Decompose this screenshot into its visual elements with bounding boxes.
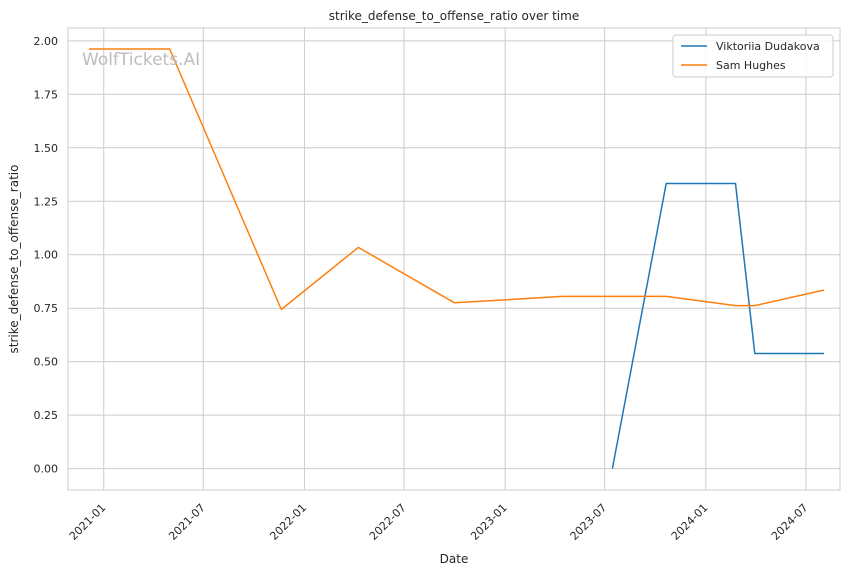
legend-label: Viktoriia Dudakova xyxy=(716,40,820,53)
chart-title: strike_defense_to_offense_ratio over tim… xyxy=(329,9,579,23)
y-axis-ticks: 0.00 0.25 0.50 0.75 1.00 1.25 1.50 1.75 2.00 xyxy=(34,35,59,476)
y-tick-label: 1.50 xyxy=(34,142,59,155)
y-tick-label: 1.75 xyxy=(34,88,59,101)
y-tick-label: 0.75 xyxy=(34,302,59,315)
series-line-2 xyxy=(88,48,825,311)
x-tick-label: 2021-07 xyxy=(166,501,208,543)
legend-box xyxy=(672,34,834,78)
watermark: WolfTickets.AI xyxy=(82,50,200,70)
x-tick-label: 2022-01 xyxy=(267,501,309,543)
legend-label: Sam Hughes xyxy=(716,59,786,72)
series-line-1 xyxy=(611,182,825,469)
y-tick-label: 0.25 xyxy=(34,409,59,422)
y-tick-label: 0.50 xyxy=(34,356,59,369)
series-layer xyxy=(88,48,825,469)
grid xyxy=(68,28,840,490)
plot-frame xyxy=(67,27,841,491)
legend: Viktoriia Dudakova Sam Hughes xyxy=(672,34,834,78)
x-axis-ticks: 2021-01 2021-07 2022-01 2022-07 2023-01 2023-… xyxy=(67,501,811,543)
y-tick-label: 1.00 xyxy=(34,249,59,262)
x-tick-label: 2023-07 xyxy=(568,501,610,543)
y-axis-title: strike_defense_to_offense_ratio xyxy=(7,165,21,354)
x-tick-label: 2024-01 xyxy=(669,501,711,543)
y-tick-label: 1.25 xyxy=(34,195,59,208)
y-tick-label: 2.00 xyxy=(34,35,59,48)
x-tick-label: 2022-07 xyxy=(367,501,409,543)
x-tick-label: 2024-07 xyxy=(769,501,811,543)
x-tick-label: 2021-01 xyxy=(67,501,109,543)
x-tick-label: 2023-01 xyxy=(468,501,510,543)
x-axis-title: Date xyxy=(440,552,469,566)
y-tick-label: 0.00 xyxy=(34,463,59,476)
